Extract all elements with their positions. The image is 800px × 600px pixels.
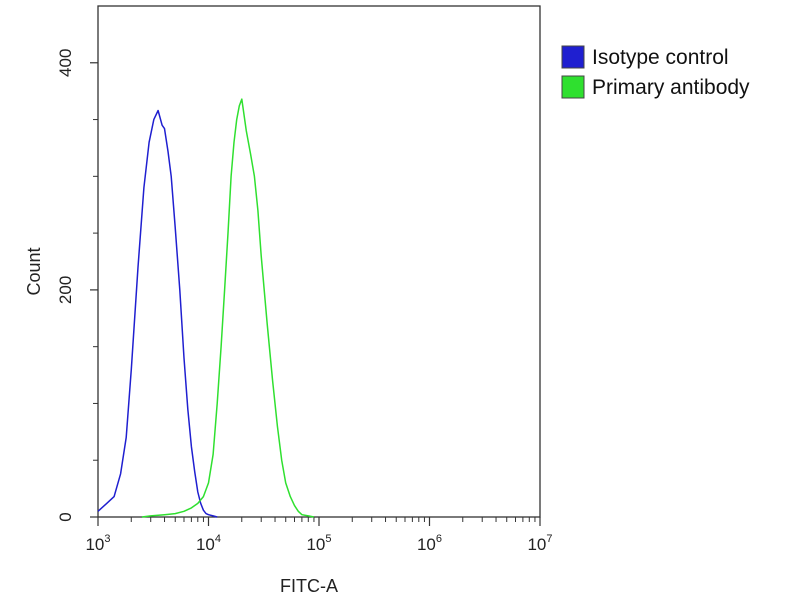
x-tick-label: 107 — [527, 533, 552, 554]
x-tick-label: 103 — [85, 533, 110, 554]
legend-label-isotype-control: Isotype control — [592, 46, 729, 69]
x-tick-label: 104 — [196, 533, 221, 554]
legend: Isotype control Primary antibody — [561, 45, 750, 99]
legend-swatch-isotype-control — [561, 45, 585, 69]
axis-ticks: 103 104 105 106 107 0 200 400 — [56, 49, 553, 554]
y-tick-label: 200 — [56, 276, 75, 304]
legend-label-primary-antibody: Primary antibody — [592, 76, 750, 99]
y-tick-label: 0 — [56, 512, 75, 521]
x-tick-label: 106 — [417, 533, 442, 554]
legend-swatch-primary-antibody — [561, 75, 585, 99]
y-tick-label: 400 — [56, 49, 75, 77]
series-lines — [97, 98, 315, 518]
plot-frame — [97, 5, 541, 518]
x-axis-label: FITC-A — [280, 576, 338, 596]
y-axis-label: Count — [24, 247, 44, 295]
series-line-1 — [141, 98, 315, 518]
x-tick-label: 105 — [306, 533, 331, 554]
series-line-0 — [97, 109, 218, 518]
plot-area — [97, 5, 541, 518]
